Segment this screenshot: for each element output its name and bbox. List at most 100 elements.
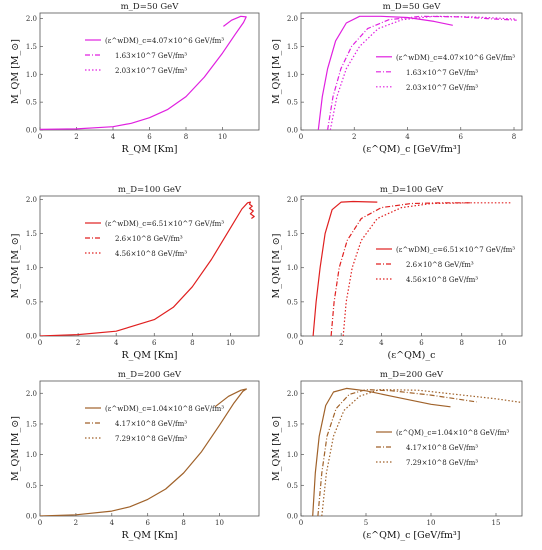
x-tick-label: 0 <box>299 519 303 527</box>
y-tick-label: 0.0 <box>287 333 298 341</box>
panel-2: m_D=50 GeV 0 2 4 6 8 0.0 0.5 1.0 1.5 2.0 (ε^QM)_c [… <box>271 2 523 155</box>
series-line-1 <box>317 15 453 130</box>
x-tick-label: 0 <box>38 339 42 347</box>
legend-entry: (ε^wDM)_c=6.51×10^7 GeV/fm³ <box>105 220 224 228</box>
legend: (ε^QM)_c=1.04×10^8 GeV/fm³ 4.17×10^8 GeV/… <box>376 429 509 467</box>
y-tick-label: 0.5 <box>26 99 37 107</box>
plot-frame <box>39 380 260 517</box>
x-tick-label: 2 <box>76 339 80 347</box>
y-tick-label: 1.0 <box>26 71 37 79</box>
plot-frame <box>300 12 523 131</box>
y-tick-label: 2.0 <box>287 15 298 23</box>
y-tick-label: 0.5 <box>287 99 298 107</box>
x-tick-label: 4 <box>379 339 384 347</box>
x-axis-label: (ε^QM)_c [GeV/fm³] <box>363 144 461 155</box>
y-tick-label: 0.0 <box>287 127 298 135</box>
legend-entry: 1.63×10^7 GeV/fm³ <box>406 69 478 77</box>
x-tick-label: 15 <box>492 519 501 527</box>
x-axis-label: R_QM [Km] <box>122 530 178 541</box>
chart-title: m_D=50 GeV <box>121 2 180 12</box>
x-tick-label: 4 <box>114 339 119 347</box>
chart-title: m_D=100 GeV <box>380 185 444 195</box>
x-tick-label: 0 <box>299 339 303 347</box>
plot-frame <box>300 380 523 517</box>
y-tick-label: 0.0 <box>26 513 37 521</box>
y-tick-label: 1.5 <box>26 43 37 51</box>
y-tick-label: 2.0 <box>26 15 37 23</box>
legend-entry: 2.6×10^8 GeV/fm³ <box>115 235 183 243</box>
legend-entry: 4.56×10^8 GeV/fm³ <box>406 276 478 284</box>
series-line-3 <box>329 15 517 130</box>
legend-entry: 4.17×10^8 GeV/fm³ <box>406 444 478 452</box>
y-axis-label: M_QM [M_⊙] <box>10 234 21 299</box>
legend-entry: (ε^wDM)_c=6.51×10^7 GeV/fm³ <box>396 246 515 254</box>
panel-5: m_D=200 GeV 0 2 4 6 8 10 0.0 0.5 1.0 1.5 2.0 R_QM [K… <box>10 370 260 541</box>
plot-frame <box>300 195 523 337</box>
chart-title: m_D=50 GeV <box>383 2 442 12</box>
y-tick-label: 2.0 <box>287 196 298 204</box>
legend-entry: (ε^wDM)_c=4.07×10^6 GeV/fm³ <box>105 37 224 45</box>
series-line-2 <box>317 389 477 516</box>
y-tick-label: 1.0 <box>287 71 298 79</box>
x-tick-label: 2 <box>74 133 78 141</box>
legend-entry: 4.17×10^8 GeV/fm³ <box>115 420 187 428</box>
x-axis-label: R_QM [Km] <box>122 350 178 361</box>
x-tick-label: 10 <box>497 339 506 347</box>
x-axis-label: (ε^QM)_c <box>388 350 436 361</box>
x-tick-label: 10 <box>226 339 235 347</box>
x-tick-label: 10 <box>215 519 224 527</box>
y-axis-label: M_QM [M_⊙] <box>271 416 282 481</box>
y-tick-label: 0.5 <box>287 482 298 490</box>
panel-6: m_D=200 GeV 0 5 10 15 0.0 0.5 1.0 1.5 2.0 (ε^QM)_c… <box>271 370 523 541</box>
y-tick-label: 1.0 <box>287 264 298 272</box>
x-tick-label: 5 <box>364 519 368 527</box>
x-tick-label: 2 <box>339 339 343 347</box>
legend-entry: 2.03×10^7 GeV/fm³ <box>406 84 478 92</box>
y-axis-label: M_QM [M_⊙] <box>271 234 282 299</box>
y-tick-label: 1.5 <box>26 420 37 428</box>
y-axis-label: M_QM [M_⊙] <box>10 39 21 104</box>
x-axis-label: (ε^QM)_c [GeV/fm³] <box>363 530 461 541</box>
legend: (ε^wDM)_c=4.07×10^6 GeV/fm³ 1.63×10^7 GeV… <box>376 54 515 92</box>
legend: (ε^wDM)_c=6.51×10^7 GeV/fm³ 2.6×10^8 GeV/… <box>376 246 515 284</box>
y-axis-label: M_QM [M_⊙] <box>271 39 282 104</box>
series-line-1 <box>312 387 451 516</box>
legend: (ε^wDM)_c=6.51×10^7 GeV/fm³ 2.6×10^8 GeV/… <box>85 220 224 258</box>
x-tick-label: 0 <box>38 519 42 527</box>
chart-title: m_D=200 GeV <box>380 370 444 380</box>
x-tick-label: 0 <box>299 133 303 141</box>
x-axis-label: R_QM [Km] <box>122 144 178 155</box>
y-tick-label: 0.5 <box>26 298 37 306</box>
legend-entry: (ε^QM)_c=1.04×10^8 GeV/fm³ <box>396 429 509 437</box>
legend-entry: 2.6×10^8 GeV/fm³ <box>406 261 474 269</box>
x-tick-label: 4 <box>405 133 410 141</box>
x-tick-label: 10 <box>427 519 436 527</box>
y-tick-label: 2.0 <box>26 390 37 398</box>
x-tick-label: 8 <box>181 519 185 527</box>
y-tick-label: 1.5 <box>287 230 298 238</box>
series-line-1 <box>312 200 378 336</box>
y-tick-label: 1.0 <box>26 451 37 459</box>
series-line-1 <box>40 388 247 516</box>
chart-title: m_D=100 GeV <box>118 185 182 195</box>
legend-entry: 4.56×10^8 GeV/fm³ <box>115 250 187 258</box>
y-tick-label: 0.0 <box>26 127 37 135</box>
legend-entry: 7.29×10^8 GeV/fm³ <box>115 435 187 443</box>
y-tick-label: 0.5 <box>287 298 298 306</box>
panel-1: m_D=50 GeV 0 2 4 6 8 10 0.0 0.5 1.0 1.5 2.0 R_QM [Km… <box>10 2 260 155</box>
legend-entry: (ε^wDM)_c=1.04×10^8 GeV/fm³ <box>105 405 224 413</box>
x-tick-label: 6 <box>459 133 464 141</box>
y-tick-label: 2.0 <box>26 196 37 204</box>
legend-entry: (ε^wDM)_c=4.07×10^6 GeV/fm³ <box>396 54 515 62</box>
chart-title: m_D=200 GeV <box>118 370 182 380</box>
panel-4: m_D=100 GeV 0 2 4 6 8 10 0.0 0.5 1.0 1.5 2.0 (ε^QM)_… <box>271 185 523 361</box>
x-tick-label: 4 <box>111 133 116 141</box>
y-tick-label: 0.5 <box>26 482 37 490</box>
y-tick-label: 0.0 <box>287 513 298 521</box>
series-line-1 <box>40 201 255 336</box>
x-tick-label: 6 <box>152 339 157 347</box>
x-tick-label: 2 <box>74 519 78 527</box>
y-tick-label: 1.5 <box>287 420 298 428</box>
x-tick-label: 10 <box>218 133 227 141</box>
y-tick-label: 1.5 <box>26 230 37 238</box>
